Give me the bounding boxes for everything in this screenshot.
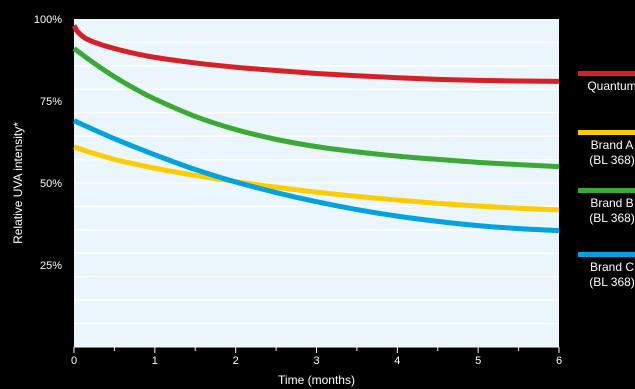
legend-label-2: Brand B xyxy=(590,196,633,210)
y-tick-label: 100% xyxy=(34,14,62,26)
y-tick-label: 25% xyxy=(40,260,62,272)
tick-labels: 100% 75% 50% 25% 0 1 2 3 4 5 6 xyxy=(34,14,562,367)
legend-swatch-2 xyxy=(578,188,635,193)
legend-label-2: (BL 368) xyxy=(589,211,635,225)
x-tick-label: 3 xyxy=(313,355,319,367)
series-line-2 xyxy=(72,46,560,170)
legend-label-1: Brand A xyxy=(591,138,634,152)
x-axis-title: Time (months) xyxy=(278,373,355,387)
legend-label-0: Quantum xyxy=(587,79,635,93)
legend-swatch-1 xyxy=(578,130,635,135)
legend-label-1: (BL 368) xyxy=(589,153,635,167)
legend-label-3: Brand C xyxy=(590,260,634,274)
grid-lines xyxy=(74,41,559,325)
x-tick-label: 2 xyxy=(233,355,239,367)
series-line-0 xyxy=(71,24,560,84)
legend-swatch-3 xyxy=(578,252,635,257)
y-axis-title: Relative UVA intensity* xyxy=(11,122,25,244)
series-line-3 xyxy=(72,118,560,234)
series-line-1 xyxy=(73,144,560,213)
x-tick-label: 5 xyxy=(475,355,481,367)
legend-label-3: (BL 368) xyxy=(589,275,635,289)
legend-swatch-0 xyxy=(578,71,635,76)
x-tick-label: 6 xyxy=(556,355,562,367)
series-lines xyxy=(71,24,560,234)
x-tick-label: 0 xyxy=(71,355,77,367)
y-tick-label: 75% xyxy=(40,96,62,108)
y-tick-label: 50% xyxy=(40,178,62,190)
x-axis xyxy=(73,346,560,353)
x-tick-label: 1 xyxy=(152,355,158,367)
x-tick-label: 4 xyxy=(394,355,400,367)
